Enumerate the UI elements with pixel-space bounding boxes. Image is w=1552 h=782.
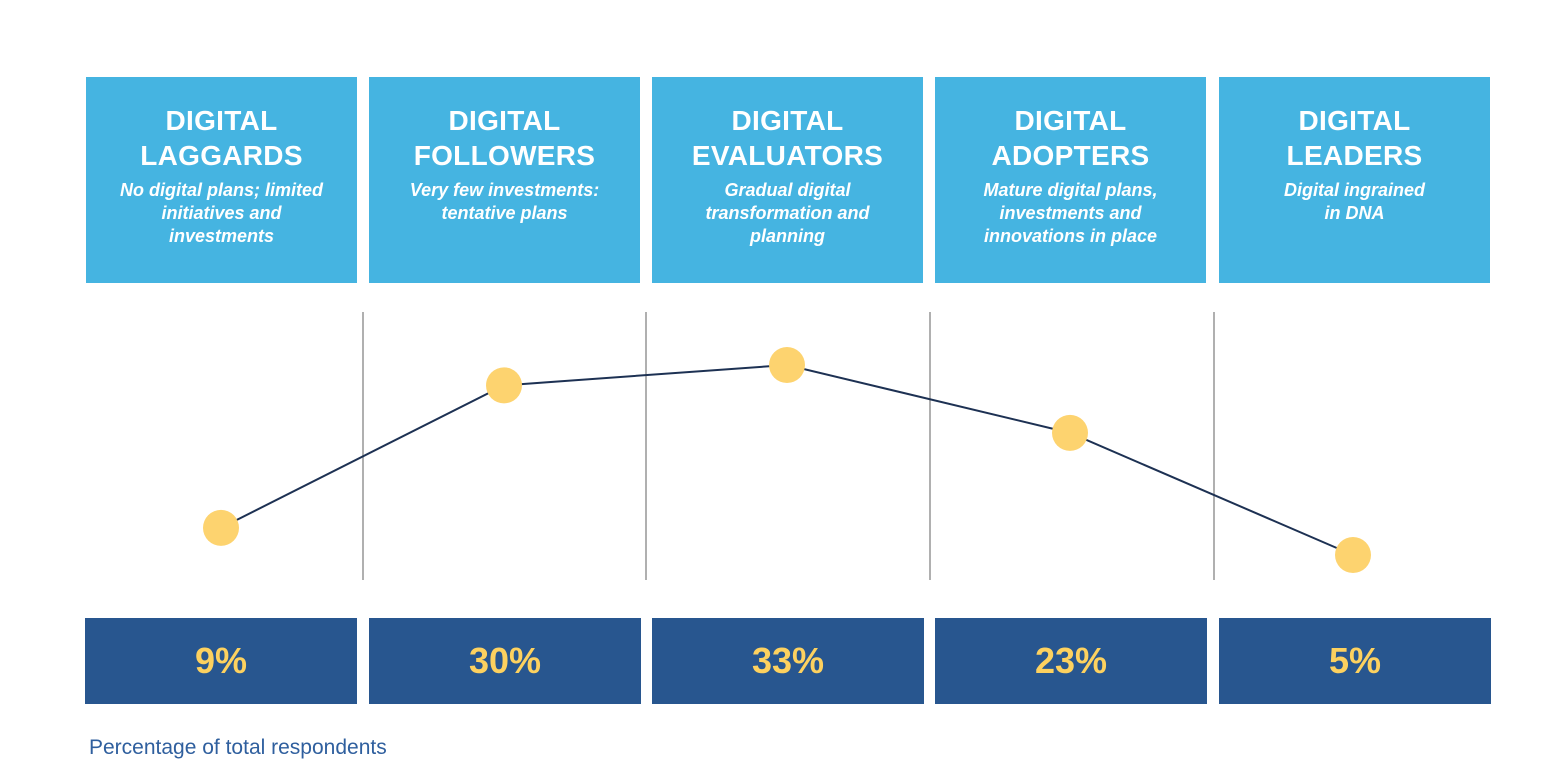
data-point xyxy=(486,367,522,404)
value-box-adopters: 23% xyxy=(935,618,1207,704)
stage-description: Very few investments: tentative plans xyxy=(395,179,615,225)
stage-desc-line: investments and xyxy=(999,203,1142,223)
stage-title-line: LAGGARDS xyxy=(140,140,303,171)
stage-title-line: LEADERS xyxy=(1286,140,1423,171)
footnote: Percentage of total respondents xyxy=(89,736,387,759)
stage-description: Gradual digital transformation and plann… xyxy=(678,179,898,248)
stage-desc-line: transformation and xyxy=(705,203,870,223)
stage-card-followers: DIGITAL FOLLOWERS Very few investments: … xyxy=(369,77,640,283)
stage-card-laggards: DIGITAL LAGGARDS No digital plans; limit… xyxy=(86,77,357,283)
stage-title-line: DIGITAL xyxy=(1014,105,1127,136)
value-label: 5% xyxy=(1328,640,1382,681)
value-label: 9% xyxy=(194,640,248,681)
value-box-followers: 30% xyxy=(369,618,641,704)
data-point xyxy=(203,509,239,546)
stage-title: DIGITAL EVALUATORS xyxy=(692,103,883,173)
data-point xyxy=(769,347,805,383)
stage-desc-line: innovations in place xyxy=(983,226,1158,246)
column-dividers xyxy=(362,312,1215,580)
stage-title: DIGITAL LEADERS xyxy=(1287,103,1423,173)
value-box-evaluators: 33% xyxy=(652,618,924,704)
stage-desc-line: in DNA xyxy=(1324,203,1385,223)
stage-description: Mature digital plans, investments and in… xyxy=(961,179,1181,248)
stage-desc-line: Gradual digital xyxy=(724,180,851,200)
value-label: 23% xyxy=(1034,640,1108,681)
stage-title: DIGITAL FOLLOWERS xyxy=(414,103,596,173)
stage-title: DIGITAL LAGGARDS xyxy=(140,103,303,173)
trend-line xyxy=(220,363,1354,556)
value-label: 30% xyxy=(468,640,542,681)
value-box-laggards: 9% xyxy=(85,618,357,704)
data-markers xyxy=(203,347,1371,573)
stage-description: Digital ingrained in DNA xyxy=(1245,179,1465,225)
data-point xyxy=(1052,414,1088,451)
stage-title-line: DIGITAL xyxy=(1298,105,1411,136)
stage-desc-line: tentative plans xyxy=(441,203,568,223)
stage-card-leaders: DIGITAL LEADERS Digital ingrained in DNA xyxy=(1219,77,1490,283)
stage-title: DIGITAL ADOPTERS xyxy=(992,103,1150,173)
stage-title-line: DIGITAL xyxy=(731,105,844,136)
stage-card-adopters: DIGITAL ADOPTERS Mature digital plans, i… xyxy=(935,77,1206,283)
stage-title-line: DIGITAL xyxy=(448,105,561,136)
stage-title-line: EVALUATORS xyxy=(691,140,884,171)
stage-desc-line: No digital plans; limited xyxy=(119,180,323,200)
stage-desc-line: initiatives and xyxy=(161,203,282,223)
stage-desc-line: Mature digital plans, xyxy=(983,180,1158,200)
series-line xyxy=(220,363,1354,556)
stage-desc-line: planning xyxy=(750,226,825,246)
stage-title-line: ADOPTERS xyxy=(991,140,1150,171)
data-point xyxy=(1335,537,1371,573)
value-label: 33% xyxy=(751,640,825,681)
stage-desc-line: investments xyxy=(168,226,275,246)
stage-description: No digital plans; limited initiatives an… xyxy=(112,179,332,248)
stage-title-line: FOLLOWERS xyxy=(413,140,596,171)
stage-desc-line: Very few investments: xyxy=(409,180,600,200)
stage-title-line: DIGITAL xyxy=(165,105,278,136)
value-box-leaders: 5% xyxy=(1219,618,1491,704)
stage-card-evaluators: DIGITAL EVALUATORS Gradual digital trans… xyxy=(652,77,923,283)
stage-desc-line: Digital ingrained xyxy=(1283,180,1425,200)
